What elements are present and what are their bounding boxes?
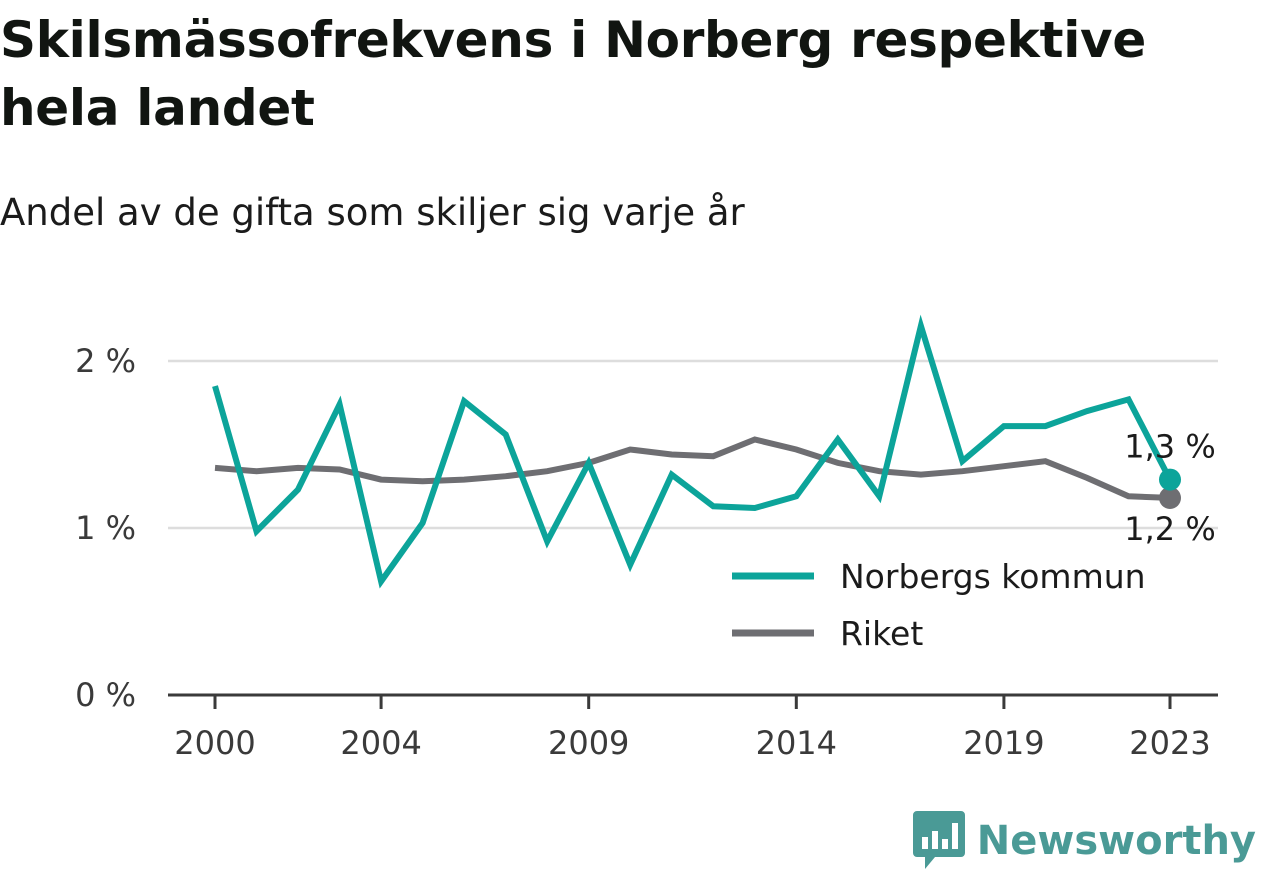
x-tick-label: 2014 — [756, 724, 837, 762]
x-axis: 2000 2004 2009 2014 2019 2023 — [168, 693, 1218, 762]
newsworthy-logo-icon — [912, 811, 965, 869]
y-tick-label: 2 % — [75, 342, 136, 380]
x-tick-label: 2004 — [340, 724, 421, 762]
end-point-riket — [1159, 486, 1181, 509]
end-point-norberg — [1159, 468, 1181, 491]
brand-name: Newsworthy — [976, 818, 1256, 864]
chart-subtitle: Andel av de gifta som skiljer sig varje … — [0, 191, 745, 234]
chart-title: Skilsmässofrekvens i Norberg respektive … — [0, 11, 1146, 137]
x-tick-label: 2009 — [548, 724, 629, 762]
y-axis: 0 % 1 % 2 % — [75, 342, 136, 714]
series-line-riket — [214, 436, 1171, 501]
end-label-norberg: 1,3 % — [1124, 428, 1215, 466]
x-tick-label: 2023 — [1129, 724, 1210, 762]
x-tick-label: 2019 — [963, 724, 1044, 762]
legend-label: Riket — [840, 614, 923, 653]
newsworthy-logo: Newsworthy — [912, 811, 1256, 871]
y-tick-label: 1 % — [75, 509, 136, 547]
grid-lines — [168, 359, 1218, 530]
series-line-norberg — [212, 314, 1173, 589]
legend-label: Norbergs kommun — [840, 557, 1146, 596]
series-lines: 1,3 % 1,2 % — [212, 314, 1216, 589]
end-label-riket: 1,2 % — [1124, 510, 1215, 548]
y-tick-label: 0 % — [75, 676, 136, 714]
legend: Norbergs kommun Riket — [732, 557, 1146, 653]
x-tick-label: 2000 — [174, 724, 255, 762]
